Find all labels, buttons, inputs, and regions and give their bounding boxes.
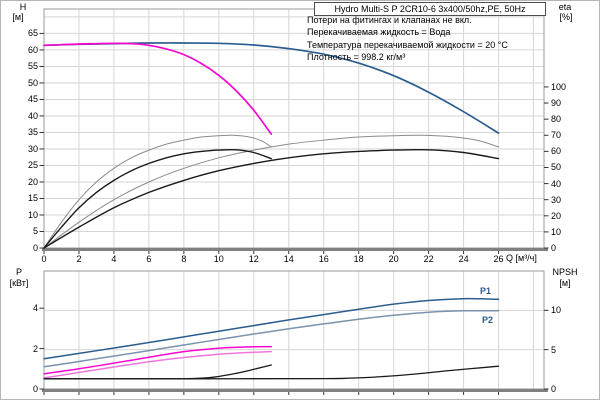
info-line-losses: Потери на фитингах и клапанах не вкл. [307, 15, 472, 25]
npsh-axis-tick: 0 [551, 384, 557, 394]
curve-npsh-1-pump [43, 364, 272, 380]
eta-axis-tick: 80 [551, 114, 562, 125]
curve-power-p2-1-pump [43, 350, 273, 379]
eta-axis-tick: 50 [551, 162, 562, 173]
q-axis-tick: 12 [248, 253, 259, 264]
q-axis-tick: 0 [41, 253, 47, 264]
npsh-axis-tick: 10 [551, 305, 562, 316]
curve-npsh-2-pumps [43, 365, 500, 380]
curve-head-1-pump [43, 42, 273, 135]
info-line-liquid: Перекачиваемая жидкость = Вода [307, 27, 451, 38]
h-axis-unit: [м] [12, 12, 24, 22]
p-axis-title: P [15, 267, 22, 277]
npsh-axis-unit: [м] [559, 278, 571, 288]
eta-axis-tick: 90 [551, 98, 562, 109]
q-axis-tick: 26 [493, 253, 504, 264]
h-axis-tick: 60 [27, 44, 38, 55]
h-axis-tick: 30 [27, 143, 38, 154]
h-axis-title: H [19, 2, 27, 12]
curve-power-p1-2-pumps [43, 297, 500, 360]
info-line-temperature: Температура перекачиваемой жидкости = 20… [307, 39, 508, 50]
plot-frame [43, 270, 545, 390]
eta-axis-unit: [%] [559, 12, 573, 22]
eta-axis-tick: 70 [551, 130, 562, 141]
p-axis-tick: 4 [32, 303, 38, 314]
curve-eta-2-pumps-thin [43, 134, 499, 249]
q-axis-tick: 16 [318, 253, 329, 264]
h-axis-tick: 65 [27, 28, 38, 39]
q-axis-tick: 22 [423, 253, 434, 264]
q-axis-tick: 2 [76, 253, 82, 264]
info-block: Потери на фитингах и клапанах не вкл. Пе… [307, 14, 508, 64]
npsh-axis-tick: 5 [551, 344, 557, 355]
q-axis-tick: 8 [181, 253, 187, 264]
p-axis-tick: 2 [32, 343, 38, 354]
h-axis-tick: 5 [32, 226, 38, 237]
q-axis-tick: 4 [111, 253, 117, 264]
h-axis-tick: 20 [27, 176, 38, 187]
h-axis-tick: 45 [27, 94, 38, 105]
q-axis-tick: 14 [283, 253, 294, 264]
curve-eta-2-pumps-bold [43, 148, 500, 249]
eta-axis-tick: 100 [551, 81, 567, 92]
h-axis-tick: 10 [27, 209, 38, 220]
h-axis-tick: 35 [27, 127, 38, 138]
h-axis-tick: 40 [27, 110, 38, 121]
p1-curve-label: P1 [480, 286, 492, 296]
p2-curve-label: P2 [482, 315, 494, 325]
curve-power-p1-1-pump [43, 345, 273, 375]
eta-axis-tick: 60 [551, 146, 562, 157]
eta-axis-title: eta [558, 2, 572, 12]
curve-power-p2-2-pumps [43, 309, 500, 368]
p-axis-tick: 0 [32, 384, 38, 394]
q-axis-tick: 24 [458, 253, 469, 264]
q-axis-tick: 18 [353, 253, 364, 264]
chart-title: Hydro Multi-S P 2CR10-6 3x400/50hz,PE, 5… [314, 2, 546, 16]
info-line-density: Плотность = 998.2 кг/м³ [307, 52, 406, 63]
q-axis-label: Q [м³/ч] [506, 253, 537, 263]
curve-eta-1-pump-thin [43, 134, 272, 249]
eta-axis-tick: 0 [551, 243, 557, 253]
h-axis-tick: 0 [32, 243, 38, 253]
h-axis-tick: 25 [27, 160, 38, 171]
h-axis-tick: 50 [27, 77, 38, 88]
p-axis-unit: [кВт] [9, 278, 29, 288]
q-axis-tick: 20 [388, 253, 399, 264]
eta-axis-tick: 30 [551, 194, 562, 205]
eta-axis-tick: 20 [551, 210, 562, 221]
q-axis-tick: 10 [213, 253, 224, 264]
eta-axis-tick: 10 [551, 226, 562, 237]
h-axis-tick: 15 [27, 193, 38, 204]
q-axis-tick: 6 [146, 253, 152, 264]
curve-eta-1-pump-bold [43, 148, 272, 249]
eta-axis-tick: 40 [551, 178, 562, 189]
h-axis-tick: 55 [27, 61, 38, 72]
npsh-axis-title: NPSH [552, 267, 578, 277]
